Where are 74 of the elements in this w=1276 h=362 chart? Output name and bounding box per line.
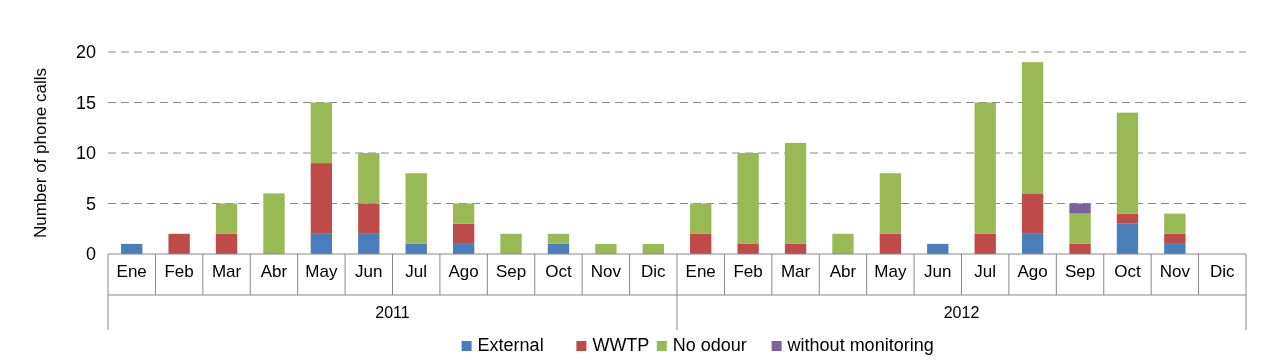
bar [310,102,333,164]
x-tick-label: Feb [164,262,194,281]
x-tick-label: Mar [211,262,242,281]
text: 2012 [943,304,980,321]
bar [358,153,380,204]
bar [879,233,902,254]
bar [1116,112,1139,214]
x-tick-label: Jul [974,262,997,281]
bar [310,163,333,234]
bar [358,203,380,234]
x-tick-label: Sep [495,262,527,281]
bar [215,203,238,234]
bar [690,203,712,234]
x-tick-label: May [874,262,907,281]
legend-label: External [477,335,544,355]
y-axis-title: Number of phone calls [31,67,50,239]
x-tick-label: Jun [355,262,383,281]
x-tick-label: Jun [924,262,952,281]
x-tick-label: Ene [116,262,147,281]
legend-label: WWTP [592,335,650,355]
bar [1021,193,1044,234]
bar [690,233,712,254]
bar [452,203,475,224]
x-tick-label: Oct [1114,262,1141,281]
x-tick-label: Feb [733,262,763,281]
bar [310,233,333,254]
bar [1164,213,1186,234]
y-tick-label: 15 [75,92,96,113]
bar [215,233,238,254]
y-tick-label: 5 [85,193,96,214]
bar [737,153,759,244]
x-tick-label: Abr [829,262,857,281]
bar [974,102,996,234]
bar [879,173,902,234]
x-tick-label: Nov [1159,262,1191,281]
x-tick-label: Oct [545,262,572,281]
bar [784,142,807,244]
bar [405,173,427,244]
y-tick-label: 20 [75,42,96,63]
bar [1021,62,1044,194]
bar [1021,233,1044,254]
x-tick-label: Nov [590,262,622,281]
bar [500,233,522,254]
x-tick-label: Ene [685,262,716,281]
x-tick-label: Abr [260,262,288,281]
bar [1069,203,1091,214]
bar [595,243,617,254]
x-tick-label: Ago [448,262,479,281]
bar [832,233,854,254]
x-tick-label: Ago [1017,262,1048,281]
y-tick-label: 10 [75,143,96,164]
legend-label: No odour [672,335,747,355]
y-tick-label: 0 [85,244,96,265]
bar [1164,243,1186,254]
bar [1116,213,1139,224]
x-tick-label: Mar [780,262,811,281]
x-tick-label: Sep [1064,262,1096,281]
bar [1069,243,1091,254]
x-tick-label: Dic [1210,262,1236,281]
bar [1069,213,1091,244]
bar [263,193,285,254]
legend-label: without monitoring [786,335,934,355]
bar [737,243,759,254]
x-tick-label: May [305,262,338,281]
bar [358,233,380,254]
text: 2011 [375,304,410,321]
bar [547,233,570,244]
x-tick-label: Dic [641,262,667,281]
bar [1164,233,1186,244]
bar [168,233,190,254]
bar [1116,223,1139,254]
x-tick-label: Jul [405,262,428,281]
bar [452,223,475,244]
bar [974,233,996,254]
